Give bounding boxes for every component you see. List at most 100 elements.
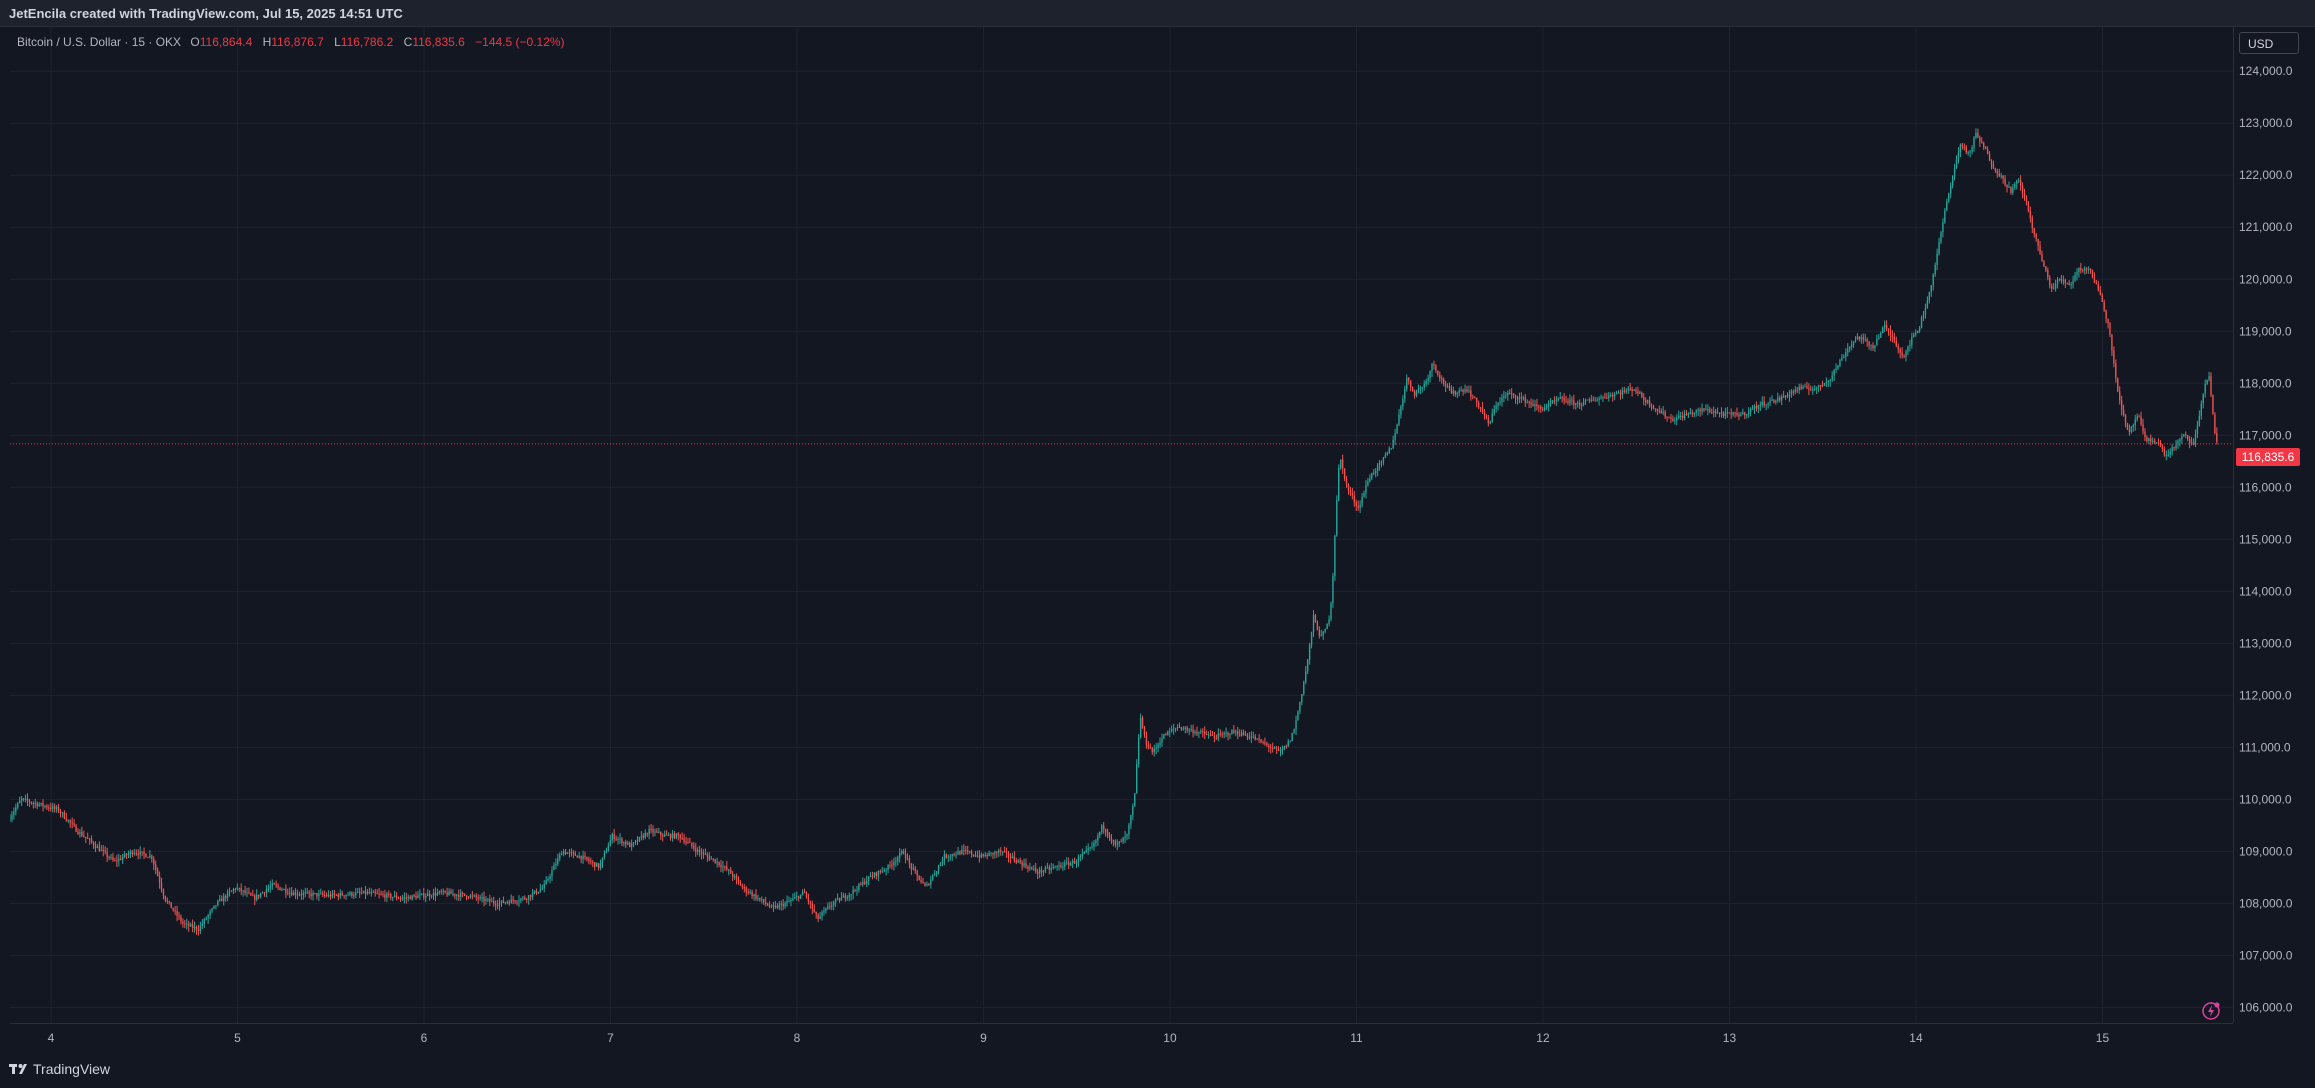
- candle-body: [893, 862, 895, 866]
- candle-body: [378, 893, 380, 895]
- candle-body: [1924, 308, 1927, 315]
- candle-body: [430, 896, 433, 898]
- flash-icon[interactable]: [2200, 1000, 2222, 1022]
- candle-body: [778, 904, 780, 908]
- symbol-label[interactable]: Bitcoin / U.S. Dollar · 15 · OKX: [17, 35, 182, 49]
- candle-body: [2080, 267, 2082, 271]
- candle-body: [1312, 615, 1315, 633]
- candle-body: [1262, 742, 1264, 744]
- candle-body: [902, 851, 905, 854]
- candle-body: [407, 896, 409, 898]
- candle-body: [1407, 377, 1410, 381]
- candle-body: [1934, 264, 1936, 275]
- y-tick-label: 107,000.0: [2239, 948, 2293, 962]
- candle-body: [906, 858, 909, 860]
- candle-body: [102, 849, 104, 851]
- candle-body: [706, 854, 709, 857]
- candlestick-chart[interactable]: [10, 27, 2233, 1023]
- candle-body: [529, 895, 532, 897]
- candle-body: [1297, 711, 1299, 721]
- candle-body: [1328, 619, 1330, 624]
- candle-body: [1219, 733, 1221, 735]
- tradingview-logo-icon[interactable]: [9, 1062, 69, 1076]
- brand-name[interactable]: TradingView: [33, 1061, 111, 1077]
- candle-body: [1353, 495, 1356, 503]
- candle-body: [712, 858, 714, 860]
- candle-body: [1477, 402, 1480, 408]
- candle-body: [1507, 393, 1509, 396]
- candle-body: [312, 892, 314, 896]
- candle-body: [656, 831, 658, 833]
- candle-body: [2021, 185, 2024, 194]
- candle-body: [232, 889, 235, 891]
- candle-body: [1856, 336, 1859, 340]
- candle-body: [1400, 406, 1402, 415]
- candle-body: [920, 880, 922, 883]
- candle-body: [582, 855, 584, 860]
- candle-body: [298, 894, 301, 896]
- candle-body: [1953, 168, 1956, 176]
- candle-body: [380, 893, 382, 895]
- candle-body: [318, 893, 320, 897]
- candle-body: [910, 863, 913, 870]
- candle-body: [2008, 186, 2010, 188]
- candle-body: [1112, 840, 1115, 842]
- candle-body: [1427, 377, 1429, 382]
- candle-body: [1454, 390, 1457, 395]
- candle-body: [590, 861, 592, 863]
- candle-body: [2109, 322, 2111, 335]
- candle-body: [1738, 414, 1740, 417]
- currency-button[interactable]: USD: [2239, 32, 2299, 54]
- candle-body: [1932, 274, 1934, 286]
- candle-body: [17, 803, 19, 808]
- x-tick-label: 13: [1723, 1031, 1737, 1045]
- candle-body: [502, 900, 505, 903]
- candle-body: [329, 894, 332, 897]
- candle-body: [487, 899, 489, 901]
- candle-body: [1812, 389, 1814, 391]
- candle-body: [2124, 415, 2127, 423]
- candle-body: [1411, 387, 1414, 392]
- candle-body: [42, 803, 44, 807]
- candle-body: [339, 893, 341, 897]
- candle-body: [1266, 743, 1268, 746]
- candle-body: [1009, 856, 1012, 858]
- candle-body: [1345, 478, 1348, 485]
- candle-body: [1757, 405, 1760, 409]
- x-tick-label: 11: [1350, 1031, 1363, 1045]
- candle-body: [543, 883, 545, 889]
- candle-body: [1124, 836, 1126, 838]
- candle-body: [1211, 734, 1214, 736]
- candle-body: [1670, 417, 1672, 419]
- candle-body: [559, 854, 561, 859]
- candle-body: [1802, 386, 1804, 389]
- candle-body: [1804, 386, 1806, 388]
- candle-body: [1326, 623, 1328, 629]
- candle-body: [1320, 635, 1322, 637]
- candle-body: [887, 864, 889, 870]
- candle-body: [836, 898, 839, 900]
- candle-body: [510, 899, 512, 904]
- candle-body: [2148, 438, 2150, 441]
- candle-body: [749, 892, 751, 894]
- time-axis[interactable]: 4 5 6 7 8 9 10 11 12 13 14 15: [10, 1023, 2233, 1052]
- price-axis[interactable]: 106,000.0 107,000.0 108,000.0 109,000.0 110,…: [2233, 27, 2315, 1023]
- candle-body: [1479, 407, 1482, 409]
- candle-body: [351, 892, 353, 896]
- x-tick-label: 9: [980, 1031, 987, 1045]
- candle-body: [217, 900, 219, 906]
- candle-body: [1575, 403, 1577, 405]
- candle-body: [755, 894, 757, 899]
- candle-body: [489, 899, 491, 902]
- candle-body: [803, 892, 806, 894]
- y-tick-label: 114,000.0: [2239, 584, 2292, 598]
- candle-body: [77, 831, 79, 834]
- candle-body: [2111, 334, 2113, 351]
- candle-body: [2204, 384, 2206, 394]
- candle-body: [1524, 397, 1526, 403]
- candle-body: [432, 892, 435, 897]
- candle-body: [1363, 493, 1365, 497]
- candle-body: [1060, 865, 1062, 867]
- candle-body: [1285, 746, 1288, 748]
- candle-body: [976, 855, 979, 857]
